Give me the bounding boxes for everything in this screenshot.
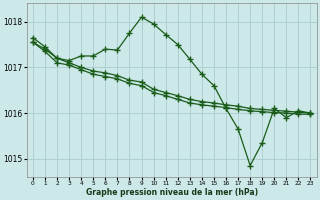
X-axis label: Graphe pression niveau de la mer (hPa): Graphe pression niveau de la mer (hPa) <box>86 188 258 197</box>
